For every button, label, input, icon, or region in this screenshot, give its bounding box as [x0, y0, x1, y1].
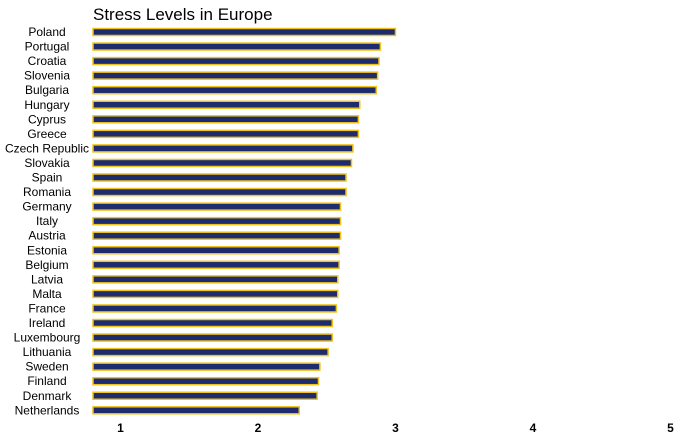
bar [92, 129, 360, 139]
bar [92, 260, 340, 270]
bar [92, 275, 339, 284]
category-label: Luxembourg [14, 331, 81, 345]
x-tick-label: 3 [392, 421, 399, 432]
bar [92, 202, 342, 211]
bar [92, 246, 340, 255]
bar [92, 289, 339, 299]
category-label: Romania [23, 185, 71, 199]
bar [92, 42, 382, 51]
bar [92, 216, 342, 226]
bar [92, 318, 333, 328]
bar [92, 231, 342, 240]
x-tick-label: 2 [255, 421, 262, 432]
bar [92, 56, 380, 66]
bar [92, 391, 318, 400]
bar [92, 362, 321, 371]
bar [92, 85, 377, 95]
bar [92, 27, 397, 37]
x-tick-label: 1 [117, 421, 124, 432]
category-label: Denmark [23, 389, 73, 403]
bars-group [92, 27, 397, 415]
bar [92, 347, 329, 357]
category-label: Belgium [25, 258, 68, 272]
category-label: Ireland [29, 316, 66, 330]
category-labels: PolandPortugalCroatiaSloveniaBulgariaHun… [5, 25, 89, 417]
category-label: Latvia [31, 272, 63, 286]
bar [92, 333, 333, 342]
category-label: France [28, 301, 66, 315]
bar [92, 304, 338, 313]
category-label: Croatia [28, 54, 67, 68]
category-label: Slovenia [24, 69, 70, 83]
category-label: Poland [28, 25, 65, 39]
category-label: Greece [27, 127, 67, 141]
category-label: Netherlands [15, 403, 80, 417]
bar [92, 406, 300, 415]
category-label: Hungary [24, 98, 69, 112]
bar [92, 100, 361, 109]
category-label: Estonia [27, 243, 67, 257]
x-tick-label: 4 [530, 421, 537, 432]
category-label: Germany [22, 200, 71, 214]
category-label: Bulgaria [25, 83, 69, 97]
category-label: Portugal [25, 40, 70, 54]
category-label: Lithuania [23, 345, 72, 359]
category-label: Malta [32, 287, 62, 301]
category-label: Finland [27, 374, 66, 388]
category-label: Italy [36, 214, 58, 228]
category-label: Austria [28, 229, 66, 243]
bar [92, 173, 347, 182]
x-axis-ticks: 1 2 3 4 5 [117, 421, 674, 432]
category-label: Czech Republic [5, 141, 89, 155]
bar [92, 144, 354, 153]
category-label: Slovakia [24, 156, 70, 170]
category-label: Sweden [25, 360, 68, 374]
x-tick-label: 5 [667, 421, 674, 432]
bar [92, 115, 360, 124]
bar [92, 158, 353, 168]
bar [92, 71, 379, 80]
bar [92, 187, 347, 197]
category-label: Spain [32, 171, 63, 185]
bar [92, 376, 320, 386]
chart-title: Stress Levels in Europe [93, 5, 273, 24]
category-label: Cyprus [28, 112, 66, 126]
